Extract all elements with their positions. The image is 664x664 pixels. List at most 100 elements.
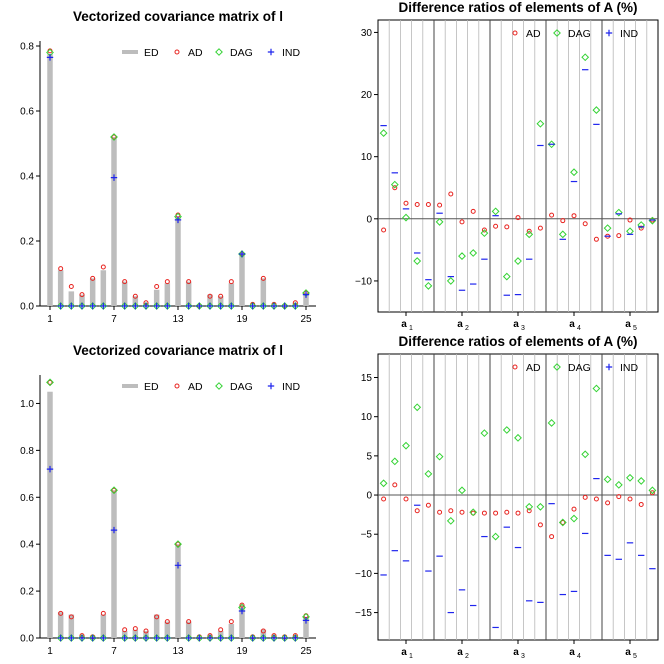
point-ad [122,279,128,285]
chart-title: Difference ratios of elements of A (%) [398,334,637,349]
legend-ind-marker [267,382,275,390]
point-ind [185,634,192,642]
point-dag [581,53,590,62]
point-ind [89,634,96,642]
point-ad [649,490,655,496]
point-dag [570,514,578,523]
plot-frame [377,353,659,641]
group-label-subscript: 1 [409,653,413,660]
point-dag [514,257,522,265]
bar-chart-panel-3: Vectorized covariance matrix of l 0.0 0.2 0… [20,343,316,657]
point-ind [121,634,128,642]
point-ad [526,228,532,234]
point-ad [381,227,387,233]
y-tick-label: 0.8 [20,446,34,457]
bar1-legend-label-ad: AD [188,47,203,59]
point-dag [413,257,422,265]
y-tick-label: 0.8 [20,42,34,53]
y-tick-label: −15 [355,608,372,619]
point-ad [437,202,443,208]
point-ad [164,279,170,285]
group-label-subscript: 4 [577,325,581,332]
bar-ed [100,270,107,306]
scatter4-legend-symbol-ad [512,364,518,370]
y-tick-label: 30 [361,28,373,39]
y-tick-label: 0.6 [20,107,34,118]
point-ind [78,634,86,642]
point-ad [627,217,633,223]
chart-title: Vectorized covariance matrix of l [73,343,283,358]
group-label: a [625,319,631,330]
bar3-legend-label-dag: DAG [230,381,253,393]
point-dag [603,475,612,484]
point-ad [571,506,577,512]
y-tick-label: 0.2 [20,237,34,248]
point-ad [175,541,181,547]
point-ad [100,264,106,270]
point-dag [110,133,118,141]
legend-ind-marker [605,363,613,371]
bar3-legend-label-ind: IND [282,381,301,393]
point-ind [302,291,310,298]
plot-frame [377,19,659,313]
group-label-subscript: 5 [633,325,637,332]
point-ad [616,233,622,239]
group-label: a [457,647,463,658]
y-tick-label: 0 [366,491,372,502]
y-tick-label: 10 [361,152,373,163]
scatter4-legend-label-ind: IND [620,362,639,374]
y-tick-label: 0.4 [20,540,34,551]
legend-dag-marker [215,382,223,390]
point-ind [110,174,118,181]
point-ad [425,502,431,508]
point-dag [379,129,388,137]
bar-ed [239,254,245,306]
legend-ind-marker [605,29,613,37]
point-ind [185,302,192,310]
bar3-legend-label-ad: AD [188,381,203,393]
point-ad [68,284,74,289]
point-ind [153,302,160,310]
point-ind [57,634,64,642]
point-ad [627,496,633,502]
point-ad [79,292,85,298]
point-ind [46,465,54,473]
bar-ed [57,612,64,638]
point-ind [217,302,224,310]
point-dag [469,508,478,517]
y-tick-label: −10 [355,276,372,287]
point-dag [424,281,433,290]
point-ad [414,202,420,208]
point-ad [392,482,398,488]
y-tick-label: 10 [361,412,373,423]
point-ad [143,628,149,634]
point-ad [260,275,266,281]
bar3-legend-symbol-ad [174,383,180,389]
group-label: a [513,647,519,658]
bar-ed [79,294,85,306]
bar-ed [185,621,192,638]
bar-ed [175,544,181,638]
group-label-subscript: 4 [577,653,581,660]
scatter2-legend-label-ad: AD [526,28,541,40]
point-ad [616,494,622,500]
point-dag [514,433,522,442]
point-ind [153,634,160,642]
point-ad [605,500,611,506]
point-dag [502,426,511,434]
legend-ad-marker [174,383,180,389]
point-dag [502,272,511,281]
group-label: a [401,319,407,330]
y-tick-label: 0.0 [20,302,34,313]
point-dag [648,486,657,495]
scatter4-legend-symbol-dag [553,363,561,371]
y-tick-label: −10 [355,569,372,580]
point-dag [458,486,466,495]
y-tick-label: 0 [366,214,372,225]
point-ad [504,509,510,515]
point-dag [491,532,500,541]
point-ad [537,522,543,528]
point-dag [390,180,399,189]
point-ad [154,614,160,620]
y-tick-label: 20 [361,90,373,101]
